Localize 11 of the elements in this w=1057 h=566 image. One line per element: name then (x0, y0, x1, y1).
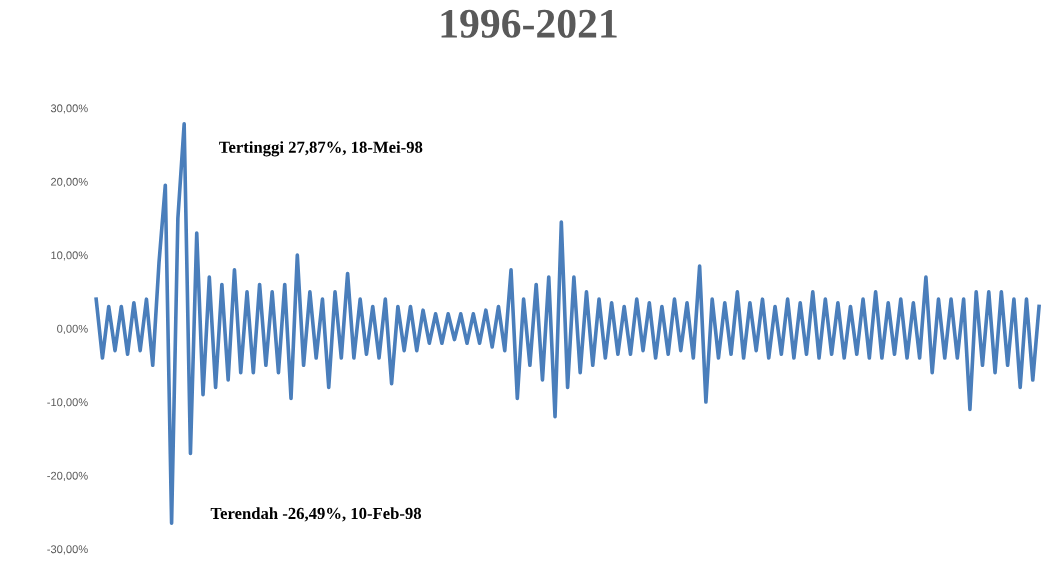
y-tick-label: 30,00% (50, 104, 88, 114)
y-tick-label: 20,00% (51, 177, 88, 188)
chart-title: 1996-2021 (441, 9, 617, 38)
annotation: Terendah -26,49%, 10-Feb-98 (210, 507, 422, 522)
annotation: Tertinggi 27,87%, 18-Mei-98 (219, 141, 423, 157)
y-tick-label: 10,00% (51, 251, 88, 261)
y-tick-label: -30,00% (47, 545, 88, 555)
y-tick-label: 0,00% (57, 324, 88, 335)
y-tick-label: -10,00% (47, 398, 88, 408)
line-series (94, 121, 1041, 526)
y-tick-label: -20,00% (47, 471, 88, 481)
